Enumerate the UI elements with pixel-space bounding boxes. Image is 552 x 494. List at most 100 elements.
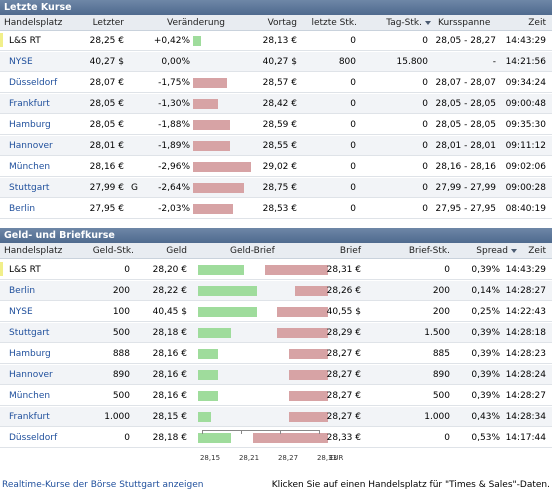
venue-link[interactable]: Berlin — [9, 204, 36, 214]
ask-qty: 890 — [432, 370, 450, 380]
venue-link[interactable]: Hamburg — [9, 120, 51, 130]
price-range: 27,95 - 27,95 — [435, 204, 497, 214]
venue-link[interactable]: Stuttgart — [9, 328, 50, 338]
ask-bar — [265, 265, 328, 275]
venue-link[interactable]: Hannover — [9, 370, 53, 380]
col-ask-qty[interactable]: Brief-Stk. — [408, 246, 450, 256]
venue-link[interactable]: München — [9, 162, 51, 172]
ask-qty: 1.000 — [424, 412, 450, 422]
prev-price: 40,27 $ — [262, 57, 297, 67]
table-row[interactable]: Stuttgart 27,99 € G -2,64% 28,75 € 0 0 27,99 - … — [0, 178, 552, 198]
col-spread-label: Spread — [476, 246, 508, 256]
ask-price: 28,27 € — [326, 412, 361, 422]
venue-link[interactable]: Hannover — [9, 141, 53, 151]
last-price: 28,01 € — [89, 141, 124, 151]
venue-link[interactable]: Frankfurt — [9, 412, 50, 422]
venue-link[interactable]: Frankfurt — [9, 99, 50, 109]
venue-link[interactable]: München — [9, 391, 51, 401]
venue-link[interactable]: Düsseldorf — [9, 433, 58, 443]
highlight-marker — [0, 33, 3, 47]
venue-link[interactable]: L&S RT — [9, 36, 41, 46]
col-bid[interactable]: Geld — [166, 246, 187, 256]
price-range: 28,01 - 28,01 — [435, 141, 497, 151]
bid-bar — [198, 412, 211, 422]
ask-bar — [289, 370, 328, 380]
venue-link[interactable]: Stuttgart — [9, 183, 50, 193]
venue-link[interactable]: Hamburg — [9, 349, 51, 359]
prev-price: 28,57 € — [262, 78, 297, 88]
ask-bar — [289, 349, 328, 359]
table-row[interactable]: L&S RT 28,25 € +0,42% 28,13 € 0 0 28,05 - 28,2… — [0, 31, 552, 51]
table-row[interactable]: Hannover 28,01 € -1,89% 28,55 € 0 0 28,01 - 28… — [0, 136, 552, 156]
bid-bar — [198, 307, 257, 317]
table-row[interactable]: Berlin 27,95 € -2,03% 28,53 € 0 0 27,95 - 27,9… — [0, 199, 552, 219]
trade-time: 09:02:06 — [505, 162, 546, 172]
col-last-qty[interactable]: letzte Stk. — [311, 18, 357, 28]
prev-price: 28,42 € — [262, 99, 297, 109]
col-day-qty[interactable]: Tag-Stk. — [386, 18, 431, 28]
col-change[interactable]: Veränderung — [167, 18, 225, 28]
col-prev[interactable]: Vortag — [267, 18, 297, 28]
footer-hint: Klicken Sie auf einen Handelsplatz für "… — [271, 480, 550, 490]
venue-link[interactable]: NYSE — [9, 57, 33, 67]
col-venue[interactable]: Handelsplatz — [4, 246, 63, 256]
ask-qty: 885 — [432, 349, 450, 359]
table-row[interactable]: Berlin 200 28,22 € 28,26 € 200 0,14% 14:28:27 — [0, 281, 552, 301]
last-qty: 0 — [350, 204, 356, 214]
price-range: 28,05 - 28,27 — [435, 36, 497, 46]
bid-qty: 890 — [112, 370, 130, 380]
last-qty: 800 — [338, 57, 356, 67]
col-bidask: Geld-Brief — [230, 246, 275, 256]
price-range: - — [492, 57, 496, 67]
spread-value: 0,14% — [471, 286, 500, 296]
last-qty: 0 — [350, 36, 356, 46]
day-qty: 0 — [422, 204, 428, 214]
table-row[interactable]: Düsseldorf 0 28,18 € 28,33 € 0 0,53% 14:17:44 — [0, 428, 552, 448]
spread-value: 0,25% — [471, 307, 500, 317]
table-row[interactable]: Düsseldorf 28,07 € -1,75% 28,57 € 0 0 28,07 - … — [0, 73, 552, 93]
table-row[interactable]: Hannover 890 28,16 € 28,27 € 890 0,39% 14:28:2… — [0, 365, 552, 385]
last-price: 40,27 $ — [89, 57, 124, 67]
col-ask[interactable]: Brief — [339, 246, 361, 256]
table-row[interactable]: Frankfurt 1.000 28,15 € 28,27 € 1.000 0,43% 14… — [0, 407, 552, 427]
bid-price: 28,18 € — [152, 433, 187, 443]
col-venue[interactable]: Handelsplatz — [4, 18, 63, 28]
last-price: 28,07 € — [89, 78, 124, 88]
ask-price: 28,33 € — [326, 433, 361, 443]
table-row[interactable]: NYSE 40,27 $ 0,00% 40,27 $ 800 15.800 -14:21:5… — [0, 52, 552, 72]
table-row[interactable]: L&S RT 0 28,20 € 28,31 € 0 0,39% 14:43:29 — [0, 260, 552, 280]
table-row[interactable]: Frankfurt 28,05 € -1,30% 28,42 € 0 0 28,05 - 2… — [0, 94, 552, 114]
venue-link[interactable]: L&S RT — [9, 265, 41, 275]
col-spread[interactable]: Spread — [476, 246, 517, 256]
price-range: 28,16 - 28,16 — [435, 162, 497, 172]
col-time[interactable]: Zeit — [528, 246, 546, 256]
col-bid-qty[interactable]: Geld-Stk. — [92, 246, 134, 256]
realtime-link[interactable]: Realtime-Kurse der Börse Stuttgart anzei… — [2, 480, 204, 490]
venue-link[interactable]: Düsseldorf — [9, 78, 58, 88]
table-row[interactable]: Hamburg 28,05 € -1,88% 28,59 € 0 0 28,05 - 28,… — [0, 115, 552, 135]
bid-price: 28,18 € — [152, 328, 187, 338]
bid-bar — [198, 391, 218, 401]
venue-link[interactable]: NYSE — [9, 307, 33, 317]
col-range[interactable]: Kursspanne — [438, 18, 491, 28]
col-day-qty-label: Tag-Stk. — [386, 18, 422, 28]
change-bar — [193, 99, 218, 109]
table-row[interactable]: NYSE 100 40,45 $ 40,55 $ 200 0,25% 14:22:43 — [0, 302, 552, 322]
sort-desc-icon — [425, 20, 431, 25]
prev-price: 28,59 € — [262, 120, 297, 130]
col-time[interactable]: Zeit — [528, 18, 546, 28]
prev-price: 29,02 € — [262, 162, 297, 172]
col-last[interactable]: Letzter — [92, 18, 124, 28]
table-row[interactable]: Stuttgart 500 28,18 € 28,29 € 1.500 0,39% 14:2… — [0, 323, 552, 343]
table-row[interactable]: München 28,16 € -2,96% 29,02 € 0 0 28,16 - 28,… — [0, 157, 552, 177]
table-row[interactable]: München 500 28,16 € 28,27 € 500 0,39% 14:28:27 — [0, 386, 552, 406]
ask-bar — [277, 328, 328, 338]
scale-tick — [241, 430, 242, 434]
ask-price: 40,55 $ — [326, 307, 361, 317]
venue-link[interactable]: Berlin — [9, 286, 36, 296]
status-flag: G — [131, 183, 138, 193]
spread-value: 0,39% — [471, 370, 500, 380]
table-row[interactable]: Hamburg 888 28,16 € 28,27 € 885 0,39% 14:28:23 — [0, 344, 552, 364]
spread-value: 0,39% — [471, 349, 500, 359]
price-range: 27,99 - 27,99 — [435, 183, 497, 193]
